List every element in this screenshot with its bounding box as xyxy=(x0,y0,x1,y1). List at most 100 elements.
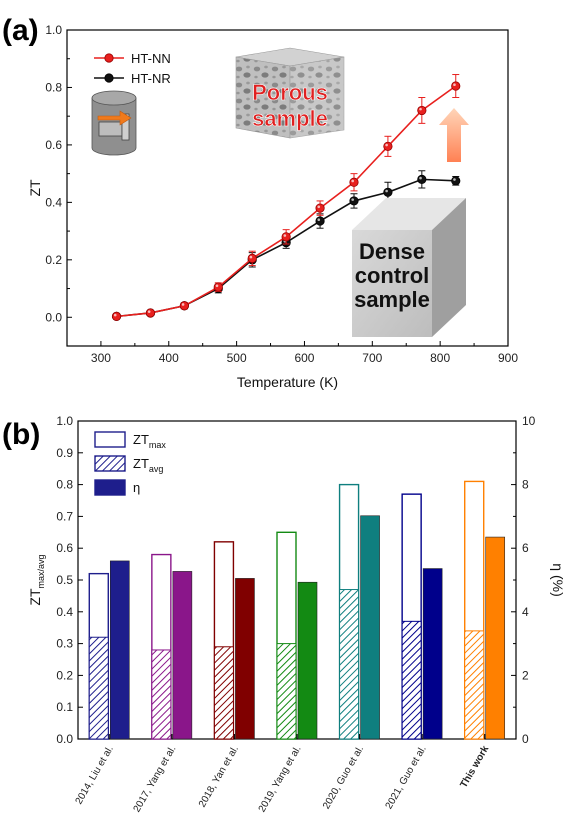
data-point xyxy=(213,282,223,292)
data-point-highlight xyxy=(351,179,354,183)
legend-label: HT-NR xyxy=(131,71,171,86)
panel-b-bar-chart: (b) 0.0 0.1 0.2 0.3 0.4 0.5 0.6 0.7 0.8 0.9 1.0 0 2 4… xyxy=(2,414,563,813)
y-left-tick-label: 0.8 xyxy=(56,478,73,492)
data-point xyxy=(179,301,189,311)
porous-sample-label-line-2: sample xyxy=(252,106,328,131)
zt-avg-bar xyxy=(151,649,172,740)
data-point-highlight xyxy=(215,284,219,288)
y-left-tick-label: 0.9 xyxy=(56,446,73,460)
panel-a-frame xyxy=(66,29,509,347)
bar-group: 2017, Yang et al. xyxy=(132,553,193,813)
zt-avg-bar xyxy=(276,643,297,740)
data-point-highlight xyxy=(453,83,456,87)
y-tick-label: 0.0 xyxy=(45,310,62,324)
legend-swatch xyxy=(94,431,126,448)
porous-sample-cube-icon: Porous sample xyxy=(235,47,345,139)
data-point xyxy=(451,176,461,186)
data-point xyxy=(349,196,359,206)
bar-group: 2020, Guo et al. xyxy=(321,483,380,811)
legend-marker xyxy=(104,53,114,63)
data-point xyxy=(247,253,257,263)
data-point-highlight xyxy=(419,176,422,180)
y-left-tick-label: 0.0 xyxy=(56,732,73,746)
bar-group: 2021, Guo et al. xyxy=(384,493,443,811)
data-point xyxy=(111,311,122,322)
data-point-highlight xyxy=(147,310,151,313)
data-point xyxy=(383,141,393,151)
data-point xyxy=(315,203,325,213)
x-tick-label: 300 xyxy=(91,351,111,365)
y-right-tick-label: 2 xyxy=(522,668,529,682)
dense-sample-cube-icon: Dense control sample xyxy=(352,198,466,337)
y-right-tick-label: 6 xyxy=(522,541,529,555)
y-right-tick-label: 8 xyxy=(522,478,529,492)
y-left-tick-label: 0.7 xyxy=(56,509,73,523)
bar-group: This work xyxy=(458,480,506,790)
eta-bar xyxy=(172,571,193,740)
legend-label-main: ZT xyxy=(133,456,149,471)
dense-sample-label-line-3: sample xyxy=(354,287,430,312)
series-ht-nn xyxy=(111,74,461,322)
zt-avg-bar xyxy=(339,589,360,740)
y-axis-title: ZT xyxy=(27,179,43,197)
x-tick-label: 400 xyxy=(159,351,179,365)
y-left-tick-label: 0.2 xyxy=(56,668,73,682)
y-tick-label: 0.6 xyxy=(45,138,62,152)
x-tick-label: 500 xyxy=(227,351,247,365)
panel-a-label: (a) xyxy=(2,14,39,47)
y-left-tick-label: 0.1 xyxy=(56,700,73,714)
legend-label: HT-NN xyxy=(131,51,171,66)
cylinder-sample-icon xyxy=(91,90,137,156)
y-tick-label: 0.8 xyxy=(45,80,62,94)
panel-a-line-chart: (a) 300 400 500 600 700 800 900 0.0 0.2 0.4 0.6 0.8… xyxy=(2,14,518,390)
legend-label-sub: max xyxy=(149,440,167,450)
bar-group: 2014, Liu et al. xyxy=(74,560,130,806)
legend-label: ZTmax xyxy=(133,432,166,450)
y-left-tick-label: 0.6 xyxy=(56,541,73,555)
y-left-tick-label: 0.3 xyxy=(56,637,73,651)
bar-group: 2018, Yan et al. xyxy=(197,541,255,809)
legend-label-main: ZT xyxy=(133,432,149,447)
legend-swatch xyxy=(94,479,126,496)
data-point-highlight xyxy=(385,189,388,193)
dense-sample-label-line-2: control xyxy=(355,263,430,288)
x-tick-label: 600 xyxy=(294,351,314,365)
data-point xyxy=(417,174,427,184)
category-label: This work xyxy=(458,744,491,790)
data-point xyxy=(281,232,291,242)
data-point-highlight xyxy=(317,205,321,209)
x-axis-title: Temperature (K) xyxy=(237,374,338,390)
data-point-highlight xyxy=(419,107,422,111)
data-point-highlight xyxy=(453,178,456,181)
y-left-tick-label: 1.0 xyxy=(56,414,73,428)
y-tick-label: 0.2 xyxy=(45,253,62,267)
data-point xyxy=(315,216,325,226)
eta-bar xyxy=(297,581,318,740)
panel-a-plot-area: 300 400 500 600 700 800 900 0.0 0.2 0.4 0.6 0.8 1.0 T… xyxy=(27,23,518,390)
data-point-highlight xyxy=(113,313,117,317)
eta-bar xyxy=(235,578,255,740)
bar-group: 2019, Yang et al. xyxy=(257,531,318,813)
data-point xyxy=(417,105,427,116)
y-tick-label: 0.4 xyxy=(45,195,62,209)
legend-label: η xyxy=(133,480,140,495)
legend-label-main: η xyxy=(133,480,140,495)
x-tick-label: 900 xyxy=(498,351,518,365)
category-label: 2021, Guo et al. xyxy=(384,744,429,811)
category-label: 2019, Yang et al. xyxy=(257,744,304,813)
panel-b-label: (b) xyxy=(2,418,40,451)
y-right-tick-label: 4 xyxy=(522,605,529,619)
zt-avg-bar xyxy=(213,646,234,740)
increase-arrow-icon xyxy=(439,108,469,162)
data-point-highlight xyxy=(385,143,388,147)
y-left-tick-label: 0.5 xyxy=(56,573,73,587)
data-point-highlight xyxy=(249,255,253,259)
x-tick-label: 700 xyxy=(362,351,382,365)
y-right-tick-label: 10 xyxy=(522,414,536,428)
data-point xyxy=(349,177,359,187)
data-point-highlight xyxy=(283,234,287,237)
x-tick-label: 800 xyxy=(430,351,450,365)
data-point xyxy=(145,308,156,318)
